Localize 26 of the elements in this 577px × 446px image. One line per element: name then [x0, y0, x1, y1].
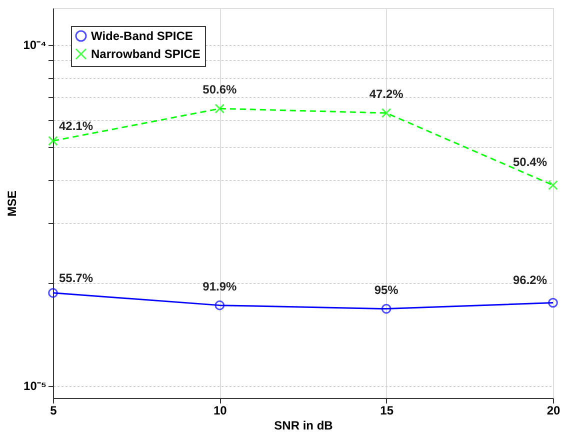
- legend-label: Wide-Band SPICE: [91, 29, 193, 43]
- point: [548, 180, 558, 190]
- annotation: 95%: [374, 282, 399, 297]
- point: [214, 300, 225, 310]
- annotation: 42.1%: [59, 118, 94, 133]
- y-tick-label: 10⁻⁵: [24, 379, 46, 394]
- x-axis-title: SNR in dB: [274, 418, 334, 432]
- point: [381, 108, 392, 118]
- point: [48, 288, 58, 298]
- annotation: 55.7%: [59, 270, 94, 285]
- legend-label: Narrowband SPICE: [91, 47, 200, 61]
- x-tick-label: 15: [380, 404, 394, 418]
- y-axis-title: MSE: [5, 190, 20, 217]
- annotation: 96.2%: [512, 272, 548, 287]
- x-tick-label: 10: [213, 404, 228, 418]
- x-tick-label: 20: [546, 404, 560, 418]
- point: [548, 298, 558, 308]
- y-tick-label: 10⁻⁴: [23, 38, 47, 52]
- point: [48, 136, 58, 146]
- point: [381, 304, 392, 314]
- annotation: 50.6%: [202, 82, 238, 97]
- point: [214, 104, 225, 114]
- annotation: 50.4%: [512, 155, 548, 170]
- x-tick-label: 5: [50, 404, 58, 418]
- annotation: 47.2%: [369, 87, 404, 102]
- annotation: 91.9%: [202, 279, 238, 294]
